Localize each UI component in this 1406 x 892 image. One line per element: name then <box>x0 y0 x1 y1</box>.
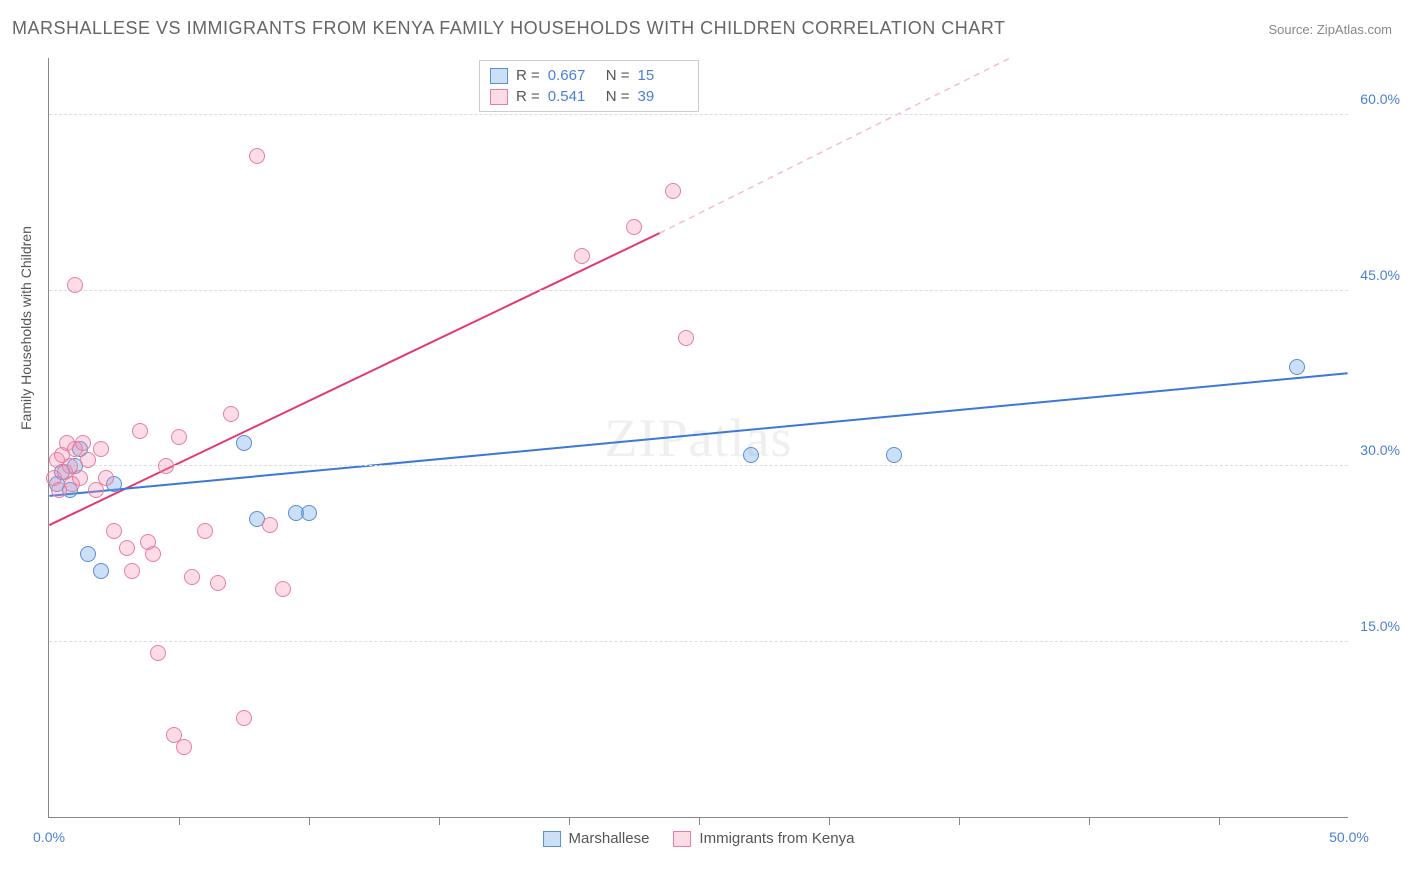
data-point <box>75 435 91 451</box>
data-point <box>67 277 83 293</box>
data-point <box>80 452 96 468</box>
y-tick-label: 60.0% <box>1360 91 1400 107</box>
y-axis-label: Family Households with Children <box>18 226 34 430</box>
data-point <box>93 441 109 457</box>
series-legend: Marshallese Immigrants from Kenya <box>543 830 855 847</box>
data-point <box>275 581 291 597</box>
stats-row: R = 0.667 N = 15 <box>490 65 688 86</box>
swatch-icon <box>490 68 508 84</box>
y-tick-label: 15.0% <box>1360 618 1400 634</box>
data-point <box>249 148 265 164</box>
series-name: Immigrants from Kenya <box>699 830 854 847</box>
data-point <box>158 458 174 474</box>
plot-area: ZIPatlas R =0.667N =15R =0.541N =39 Mars… <box>48 58 1348 818</box>
r-value: 0.541 <box>548 88 598 105</box>
stats-legend: R = 0.667 N = 15 R = 0.541 N = 39 <box>479 60 699 112</box>
data-point <box>262 517 278 533</box>
data-point <box>124 563 140 579</box>
data-point <box>98 470 114 486</box>
r-label: R = <box>516 67 540 84</box>
x-tick <box>829 817 830 825</box>
chart-title: MARSHALLESE VS IMMIGRANTS FROM KENYA FAM… <box>12 18 1005 39</box>
legend-item: Marshallese <box>543 830 650 847</box>
gridline <box>49 114 1348 115</box>
y-tick-label: 30.0% <box>1360 442 1400 458</box>
data-point <box>301 505 317 521</box>
x-tick-label: 50.0% <box>1329 829 1369 845</box>
x-tick <box>1089 817 1090 825</box>
x-tick <box>699 817 700 825</box>
data-point <box>665 183 681 199</box>
data-point <box>210 575 226 591</box>
data-point <box>197 523 213 539</box>
data-point <box>743 447 759 463</box>
data-point <box>626 219 642 235</box>
data-point <box>140 534 156 550</box>
data-point <box>93 563 109 579</box>
x-tick <box>959 817 960 825</box>
x-tick <box>439 817 440 825</box>
n-value: 39 <box>638 88 688 105</box>
n-value: 15 <box>638 67 688 84</box>
data-point <box>223 406 239 422</box>
x-tick <box>179 817 180 825</box>
data-point <box>171 429 187 445</box>
data-point <box>119 540 135 556</box>
n-label: N = <box>606 88 630 105</box>
data-point <box>886 447 902 463</box>
legend-item: Immigrants from Kenya <box>673 830 854 847</box>
data-point <box>184 569 200 585</box>
n-label: N = <box>606 67 630 84</box>
data-point <box>72 470 88 486</box>
x-tick-label: 0.0% <box>33 829 65 845</box>
series-name: Marshallese <box>569 830 650 847</box>
x-tick <box>1219 817 1220 825</box>
r-value: 0.667 <box>548 67 598 84</box>
data-point <box>574 248 590 264</box>
gridline <box>49 641 1348 642</box>
gridline <box>49 290 1348 291</box>
r-label: R = <box>516 88 540 105</box>
swatch-icon <box>673 831 691 847</box>
x-tick <box>569 817 570 825</box>
data-point <box>236 435 252 451</box>
swatch-icon <box>543 831 561 847</box>
gridline <box>49 465 1348 466</box>
stats-row: R = 0.541 N = 39 <box>490 86 688 107</box>
data-point <box>236 710 252 726</box>
data-point <box>1289 359 1305 375</box>
data-point <box>106 523 122 539</box>
data-point <box>80 546 96 562</box>
y-tick-label: 45.0% <box>1360 267 1400 283</box>
data-point <box>678 330 694 346</box>
source-label: Source: ZipAtlas.com <box>1268 22 1392 37</box>
swatch-icon <box>490 89 508 105</box>
data-point <box>150 645 166 661</box>
data-point <box>132 423 148 439</box>
x-tick <box>309 817 310 825</box>
data-point <box>176 739 192 755</box>
